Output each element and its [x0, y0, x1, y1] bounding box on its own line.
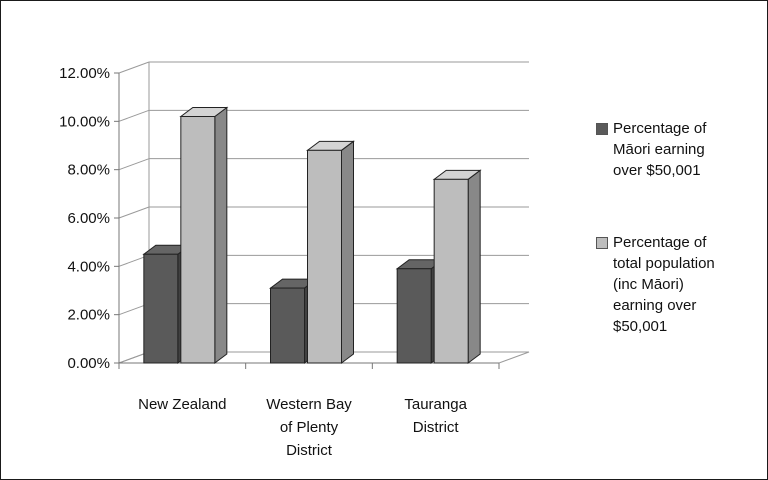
x-tick-label: District [413, 419, 460, 436]
bar-side [214, 106, 228, 364]
y-tick-label: 0.00% [67, 355, 110, 372]
bar-side [467, 169, 481, 364]
x-tick-label: New Zealand [138, 396, 226, 413]
x-tick-label: District [286, 442, 333, 459]
legend-text-line: over $50,001 [613, 162, 701, 179]
x-tick-label: of Plenty [280, 419, 339, 436]
legend-text-line: Percentage of [613, 120, 707, 137]
gridline-depth [118, 206, 150, 219]
y-tick-label: 6.00% [67, 210, 110, 227]
bar [307, 149, 342, 364]
y-tick-label: 12.00% [59, 65, 110, 82]
bar [270, 287, 305, 364]
gridline-depth [118, 158, 150, 171]
legend-text-line: Māori earning [613, 141, 705, 158]
bar [143, 253, 179, 364]
legend-swatch-maori [596, 123, 608, 135]
x-tick-label: Tauranga [404, 396, 467, 413]
legend-text-line: earning over [613, 297, 697, 314]
bar [396, 268, 432, 364]
y-tick-label: 2.00% [67, 307, 110, 324]
bar-side [341, 140, 354, 364]
bar [433, 178, 469, 364]
legend-text-line: $50,001 [613, 318, 668, 335]
legend-swatch-total [596, 237, 608, 249]
legend-text-line: (inc Māori) [613, 276, 684, 293]
y-tick-label: 4.00% [67, 258, 110, 275]
bar [180, 116, 216, 364]
x-tick-label: Western Bay [266, 396, 352, 413]
y-tick-label: 8.00% [67, 162, 110, 179]
legend-text-line: total population [613, 255, 715, 272]
gridline-depth [118, 61, 150, 74]
gridline-depth [118, 109, 150, 122]
legend-text-line: Percentage of [613, 234, 707, 251]
y-tick-label: 10.00% [59, 113, 110, 130]
